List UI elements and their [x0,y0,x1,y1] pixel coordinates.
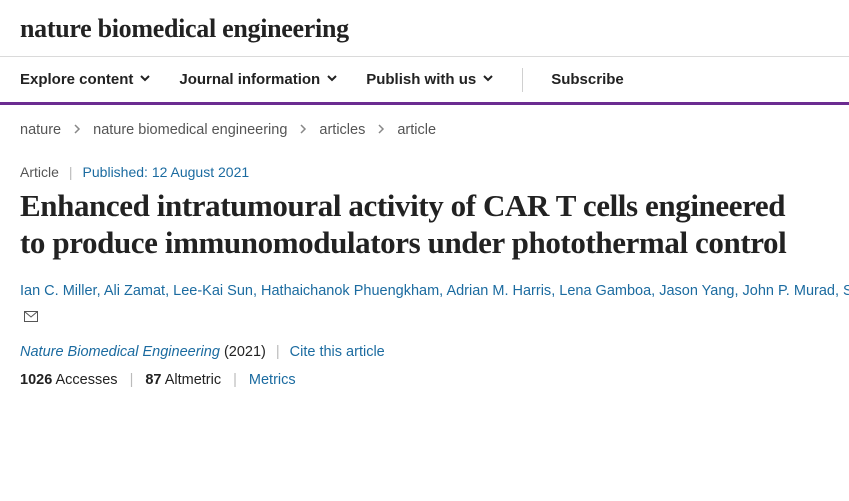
article-content: Article | Published: 12 August 2021 Enha… [0,158,849,408]
nav-label: Subscribe [551,71,624,88]
journal-brand[interactable]: nature biomedical engineering [20,14,829,44]
separator: , [253,283,261,299]
pipe-divider: | [233,372,237,388]
separator: , [651,283,659,299]
article-type: Article [20,164,59,180]
author-link[interactable]: Saul J. Priceman [843,283,849,299]
nav-label: Publish with us [366,71,476,88]
author-link[interactable]: Hathaichanok Phuengkham [261,283,439,299]
journal-year: (2021) [224,344,266,360]
pipe-divider: | [276,344,280,360]
breadcrumb-item: article [397,122,436,138]
breadcrumb-item[interactable]: nature biomedical engineering [93,122,287,138]
author-link[interactable]: Ian C. Miller [20,283,97,299]
separator: , [165,283,173,299]
chevron-down-icon [139,71,151,88]
chevron-right-icon [377,121,385,138]
author-link[interactable]: Lee-Kai Sun [173,283,253,299]
metrics-link[interactable]: Metrics [249,372,296,388]
nav-label: Explore content [20,71,133,88]
author-link[interactable]: Jason Yang [659,283,734,299]
accesses-metric: 1026 Accesses [20,372,118,388]
nav-journal-info[interactable]: Journal information [179,71,338,88]
author-link[interactable]: Ali Zamat [104,283,165,299]
chevron-down-icon [326,71,338,88]
author-link[interactable]: Lena Gamboa [559,283,651,299]
article-meta: Article | Published: 12 August 2021 [20,164,829,180]
nav-label: Journal information [179,71,320,88]
journal-line: Nature Biomedical Engineering (2021) | C… [20,344,829,360]
chevron-down-icon [482,71,494,88]
journal-name[interactable]: Nature Biomedical Engineering [20,344,220,360]
author-link[interactable]: Adrian M. Harris [446,283,551,299]
author-list: Ian C. Miller, Ali Zamat, Lee-Kai Sun, H… [20,279,800,330]
breadcrumb: nature nature biomedical engineering artic… [0,105,849,158]
nav-divider [522,68,523,92]
pipe-divider: | [69,164,73,180]
nav-subscribe[interactable]: Subscribe [551,71,624,88]
separator: , [734,283,742,299]
nav-explore-content[interactable]: Explore content [20,71,151,88]
separator: , [835,283,843,299]
published-date: Published: 12 August 2021 [83,164,250,180]
author-link[interactable]: John P. Murad [743,283,835,299]
metrics-line: 1026 Accesses | 87 Altmetric | Metrics [20,372,829,388]
altmetric-metric: 87 Altmetric [145,372,221,388]
breadcrumb-item[interactable]: articles [319,122,365,138]
article-title: Enhanced intratumoural activity of CAR T… [20,188,800,261]
chevron-right-icon [299,121,307,138]
pipe-divider: | [130,372,134,388]
cite-article-link[interactable]: Cite this article [290,344,385,360]
chevron-right-icon [73,121,81,138]
nav-publish-with-us[interactable]: Publish with us [366,71,494,88]
mail-icon[interactable] [24,306,38,331]
nav-bar: Explore content Journal information Publ… [0,57,849,105]
separator: , [97,283,104,299]
brand-bar: nature biomedical engineering [0,0,849,57]
breadcrumb-item[interactable]: nature [20,122,61,138]
